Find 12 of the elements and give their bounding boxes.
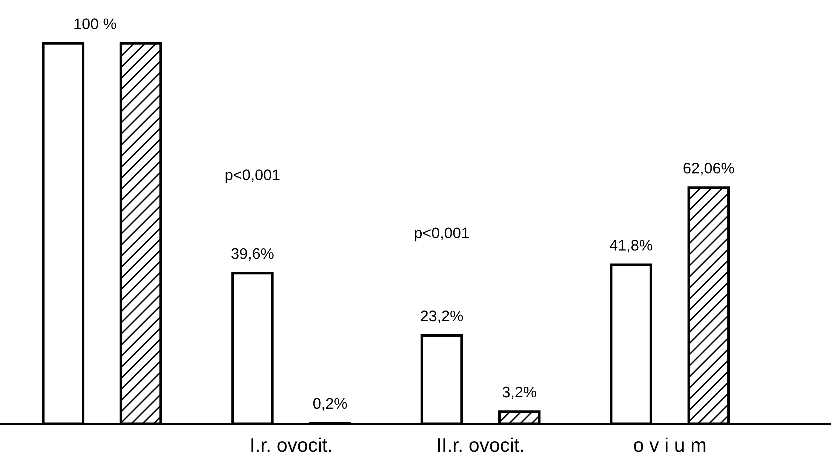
data-label: 39,6% [232, 248, 274, 262]
data-label: 23,2% [421, 310, 464, 324]
data-label: 0,2% [314, 398, 348, 411]
x-tick-label: o v i u m [634, 438, 706, 452]
data-label: 41,8% [610, 240, 652, 253]
annotation: p<0,001 [226, 170, 280, 184]
x-tick-label: II.r. ovocit. [438, 438, 524, 452]
annotation: p<0,001 [415, 228, 470, 242]
data-label: 100 % [74, 18, 116, 30]
data-label: 62,06% [684, 162, 734, 176]
data-label: 3,2% [502, 386, 536, 400]
x-tick-label: I.r. ovocit. [252, 438, 332, 452]
